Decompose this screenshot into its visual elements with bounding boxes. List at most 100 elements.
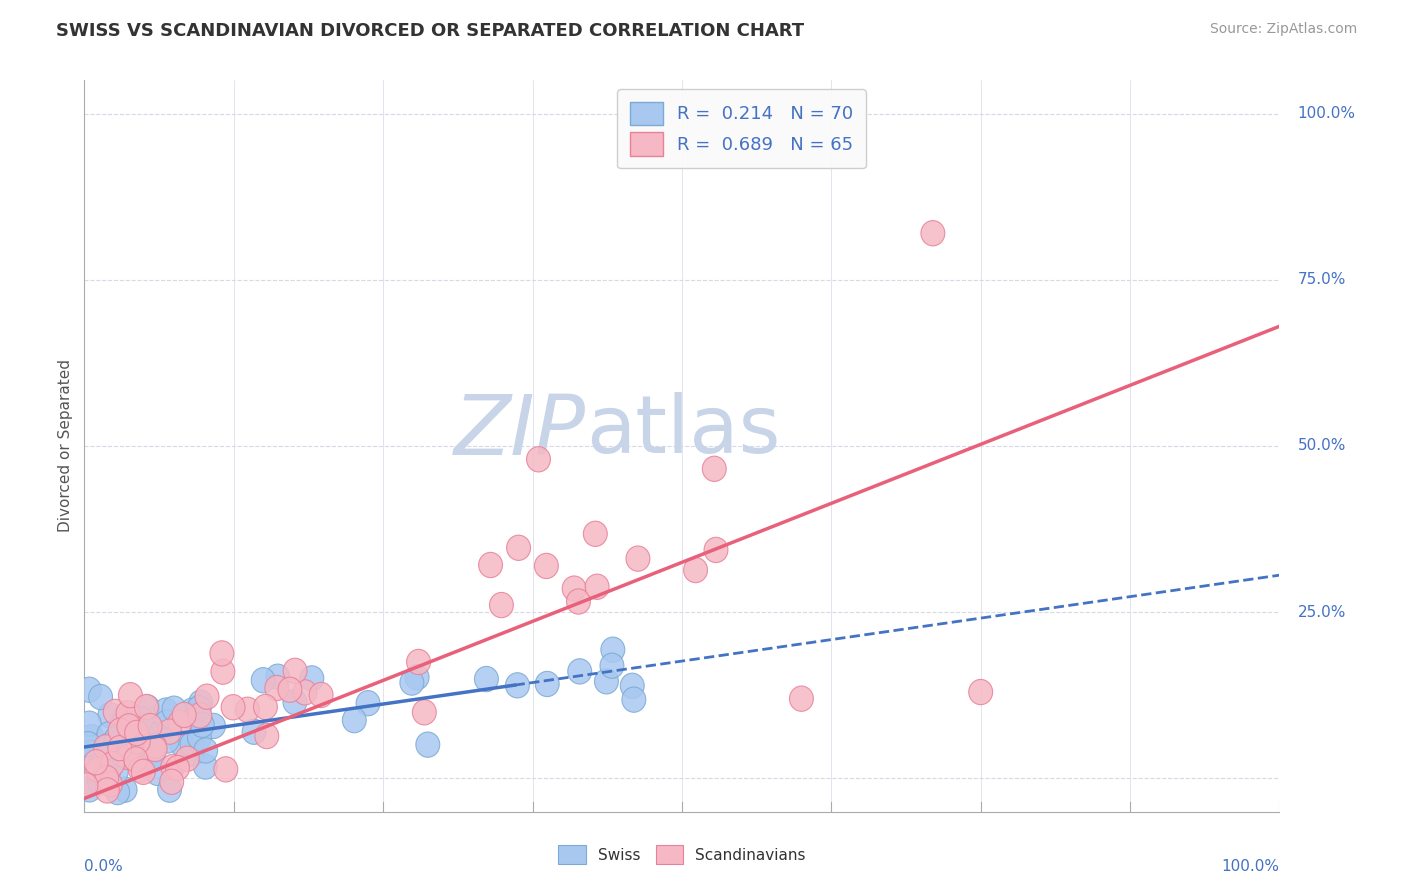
Text: 75.0%: 75.0% xyxy=(1298,272,1346,287)
Ellipse shape xyxy=(94,735,118,760)
Ellipse shape xyxy=(108,718,132,743)
Ellipse shape xyxy=(135,694,159,720)
Ellipse shape xyxy=(97,733,121,758)
Ellipse shape xyxy=(96,778,120,803)
Ellipse shape xyxy=(111,742,135,767)
Ellipse shape xyxy=(167,710,191,736)
Text: 100.0%: 100.0% xyxy=(1222,859,1279,874)
Ellipse shape xyxy=(94,765,118,790)
Ellipse shape xyxy=(111,734,135,759)
Ellipse shape xyxy=(79,740,103,765)
Ellipse shape xyxy=(190,712,214,738)
Ellipse shape xyxy=(527,447,551,472)
Ellipse shape xyxy=(188,703,212,728)
Ellipse shape xyxy=(135,721,159,746)
Ellipse shape xyxy=(211,659,235,684)
Ellipse shape xyxy=(75,772,98,798)
Ellipse shape xyxy=(76,731,100,756)
Ellipse shape xyxy=(342,707,366,733)
Ellipse shape xyxy=(155,710,179,735)
Text: 50.0%: 50.0% xyxy=(1298,439,1346,453)
Ellipse shape xyxy=(166,756,190,780)
Ellipse shape xyxy=(180,698,204,723)
Ellipse shape xyxy=(143,736,167,762)
Ellipse shape xyxy=(98,738,122,763)
Ellipse shape xyxy=(177,703,201,729)
Ellipse shape xyxy=(221,695,245,720)
Ellipse shape xyxy=(299,665,323,691)
Ellipse shape xyxy=(120,723,143,749)
Ellipse shape xyxy=(89,684,112,710)
Ellipse shape xyxy=(131,759,155,784)
Ellipse shape xyxy=(129,706,153,732)
Ellipse shape xyxy=(97,746,121,771)
Ellipse shape xyxy=(704,537,728,563)
Y-axis label: Divorced or Separated: Divorced or Separated xyxy=(58,359,73,533)
Text: 25.0%: 25.0% xyxy=(1298,605,1346,620)
Ellipse shape xyxy=(98,703,122,728)
Ellipse shape xyxy=(214,756,238,782)
Ellipse shape xyxy=(97,757,121,782)
Ellipse shape xyxy=(105,780,129,805)
Ellipse shape xyxy=(534,553,558,579)
Ellipse shape xyxy=(194,738,218,764)
Ellipse shape xyxy=(921,220,945,246)
Ellipse shape xyxy=(141,744,165,770)
Ellipse shape xyxy=(626,546,650,571)
Ellipse shape xyxy=(142,733,166,758)
Ellipse shape xyxy=(187,724,211,750)
Ellipse shape xyxy=(131,731,155,756)
Ellipse shape xyxy=(790,686,814,711)
Ellipse shape xyxy=(506,535,530,560)
Ellipse shape xyxy=(80,724,104,749)
Text: 100.0%: 100.0% xyxy=(1298,106,1355,121)
Ellipse shape xyxy=(162,696,186,722)
Ellipse shape xyxy=(101,752,125,777)
Ellipse shape xyxy=(124,747,148,772)
Ellipse shape xyxy=(201,714,225,739)
Ellipse shape xyxy=(478,552,502,578)
Ellipse shape xyxy=(135,695,159,720)
Ellipse shape xyxy=(176,746,200,772)
Ellipse shape xyxy=(117,700,141,726)
Ellipse shape xyxy=(412,699,436,725)
Text: 0.0%: 0.0% xyxy=(84,859,124,874)
Ellipse shape xyxy=(254,723,278,748)
Ellipse shape xyxy=(110,709,134,734)
Ellipse shape xyxy=(278,677,302,702)
Ellipse shape xyxy=(128,757,152,782)
Text: atlas: atlas xyxy=(586,392,780,470)
Ellipse shape xyxy=(155,728,179,753)
Ellipse shape xyxy=(416,732,440,757)
Ellipse shape xyxy=(87,769,111,795)
Ellipse shape xyxy=(283,658,307,683)
Text: Source: ZipAtlas.com: Source: ZipAtlas.com xyxy=(1209,22,1357,37)
Ellipse shape xyxy=(187,696,211,721)
Ellipse shape xyxy=(195,684,219,709)
Ellipse shape xyxy=(406,649,430,674)
Ellipse shape xyxy=(86,757,110,782)
Ellipse shape xyxy=(108,736,132,761)
Text: SWISS VS SCANDINAVIAN DIVORCED OR SEPARATED CORRELATION CHART: SWISS VS SCANDINAVIAN DIVORCED OR SEPARA… xyxy=(56,22,804,40)
Ellipse shape xyxy=(160,769,184,795)
Ellipse shape xyxy=(84,749,108,775)
Ellipse shape xyxy=(117,714,141,739)
Ellipse shape xyxy=(118,682,142,708)
Ellipse shape xyxy=(155,698,179,723)
Ellipse shape xyxy=(474,666,498,691)
Ellipse shape xyxy=(127,729,150,754)
Ellipse shape xyxy=(567,589,591,615)
Ellipse shape xyxy=(292,680,316,705)
Ellipse shape xyxy=(562,576,586,601)
Ellipse shape xyxy=(620,673,644,698)
Ellipse shape xyxy=(194,754,218,780)
Ellipse shape xyxy=(209,640,233,666)
Ellipse shape xyxy=(683,558,707,582)
Ellipse shape xyxy=(157,777,181,802)
Ellipse shape xyxy=(180,741,204,766)
Ellipse shape xyxy=(600,637,624,663)
Ellipse shape xyxy=(104,759,128,784)
Ellipse shape xyxy=(117,745,141,770)
Ellipse shape xyxy=(121,711,145,737)
Ellipse shape xyxy=(399,670,423,695)
